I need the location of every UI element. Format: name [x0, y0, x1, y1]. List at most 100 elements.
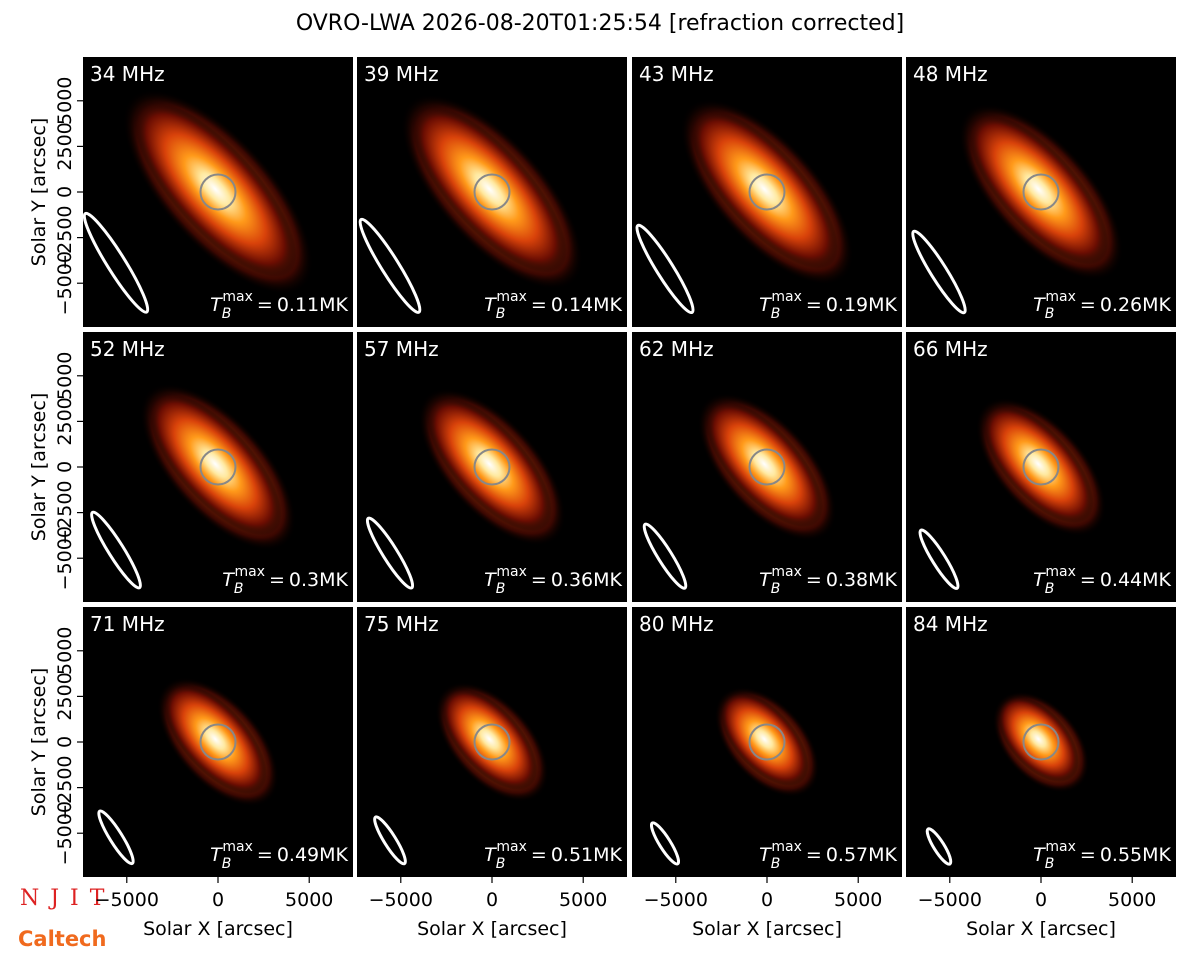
beam — [925, 827, 953, 866]
y-tick-label: −2500 — [54, 205, 76, 269]
beam — [358, 217, 422, 314]
x-tick-label: 0 — [212, 889, 224, 911]
panel — [358, 94, 583, 314]
x-tick-label: 5000 — [834, 889, 882, 911]
tb-eq: = — [257, 844, 273, 866]
y-tick-label: −2500 — [54, 480, 76, 544]
frequency-label: 34 MHz — [90, 62, 165, 86]
chart-title: OVRO-LWA 2026-08-20T01:25:54 [refraction… — [296, 11, 904, 36]
tb-label: TBmax = 0.51MK — [484, 839, 622, 872]
tb-sub: B — [222, 306, 232, 322]
x-tick-label: 0 — [761, 889, 773, 911]
x-tick-label: 5000 — [1108, 889, 1156, 911]
tb-label: TBmax = 0.44MK — [1033, 564, 1171, 597]
panel — [911, 103, 1124, 315]
frequency-label: 75 MHz — [364, 612, 439, 636]
frequency-label: 57 MHz — [364, 337, 439, 361]
x-axis-label: Solar X [arcsec] — [143, 918, 293, 940]
frequency-label: 62 MHz — [639, 337, 714, 361]
x-tick-label: −5000 — [95, 889, 159, 911]
solar-disk — [1022, 173, 1060, 211]
emission — [968, 113, 1109, 265]
tb-value: 0.11MK — [277, 294, 349, 316]
tb-sup: max — [222, 289, 253, 305]
frequency-label: 66 MHz — [913, 337, 988, 361]
tb-eq: = — [531, 844, 547, 866]
tb-sub: B — [1045, 581, 1055, 597]
tb-label: TBmax = 0.3MK — [222, 564, 348, 597]
tb-sub: B — [1045, 856, 1055, 872]
solar-disk — [199, 448, 237, 486]
x-tick-label: 5000 — [559, 889, 607, 911]
tb-symbol: T — [222, 569, 235, 591]
caltech-logo: Caltech — [18, 927, 106, 951]
emission — [426, 396, 552, 532]
panel — [90, 383, 297, 590]
emission — [997, 696, 1079, 782]
frequency-label: 84 MHz — [913, 612, 988, 636]
tb-symbol: T — [484, 569, 497, 591]
tb-sub: B — [234, 581, 244, 597]
x-tick-label: −5000 — [644, 889, 708, 911]
solar-disk — [748, 448, 786, 486]
tb-symbol: T — [1033, 844, 1046, 866]
tb-sup: max — [771, 839, 802, 855]
solar-disk — [199, 173, 237, 211]
tb-eq: = — [806, 569, 822, 591]
tb-symbol: T — [759, 569, 772, 591]
beam — [97, 809, 135, 866]
tb-label: TBmax = 0.49MK — [210, 839, 348, 872]
tb-value: 0.3MK — [289, 569, 349, 591]
solar-disk — [473, 448, 511, 486]
tb-symbol: T — [1033, 569, 1046, 591]
tb-label: TBmax = 0.55MK — [1033, 839, 1171, 872]
tb-value: 0.49MK — [277, 844, 349, 866]
x-axis-label: Solar X [arcsec] — [966, 918, 1116, 940]
panel — [83, 89, 314, 314]
emission — [411, 105, 567, 273]
tb-label: TBmax = 0.26MK — [1033, 289, 1171, 322]
x-tick-label: 0 — [486, 889, 498, 911]
solar-disk — [1022, 448, 1060, 486]
tb-symbol: T — [1033, 294, 1046, 316]
tb-eq: = — [531, 569, 547, 591]
beam — [649, 821, 681, 866]
x-tick-label: −5000 — [918, 889, 982, 911]
panel — [365, 388, 566, 590]
y-tick-label: 2500 — [54, 397, 76, 445]
y-tick-label: −5000 — [54, 526, 76, 590]
tb-symbol: T — [210, 844, 223, 866]
y-tick-label: 0 — [54, 736, 76, 748]
panel — [373, 682, 549, 866]
tb-sup: max — [771, 289, 802, 305]
emission — [149, 392, 282, 536]
tb-label: TBmax = 0.57MK — [759, 839, 897, 872]
panel — [918, 397, 1107, 590]
tb-value: 0.38MK — [826, 569, 898, 591]
tb-value: 0.19MK — [826, 294, 898, 316]
tb-eq: = — [269, 569, 285, 591]
tb-sub: B — [222, 856, 232, 872]
tb-symbol: T — [210, 294, 223, 316]
beam — [635, 223, 695, 315]
y-tick-label: 0 — [54, 186, 76, 198]
tb-sup: max — [1045, 564, 1076, 580]
beam — [373, 815, 407, 866]
frequency-label: 80 MHz — [639, 612, 714, 636]
y-tick-label: 0 — [54, 461, 76, 473]
y-tick-label: −5000 — [54, 801, 76, 865]
tb-sup: max — [496, 839, 527, 855]
y-axis-label: Solar Y [arcsec] — [28, 118, 50, 266]
tb-symbol: T — [759, 294, 772, 316]
tb-value: 0.51MK — [551, 844, 623, 866]
tb-sub: B — [496, 581, 506, 597]
tb-symbol: T — [759, 844, 772, 866]
y-tick-label: 5000 — [54, 77, 76, 125]
tb-symbol: T — [484, 844, 497, 866]
solar-disk — [473, 173, 511, 211]
njit-logo: N J I T — [20, 886, 106, 911]
tb-sup: max — [1045, 289, 1076, 305]
tb-label: TBmax = 0.11MK — [210, 289, 348, 322]
tb-label: TBmax = 0.38MK — [759, 564, 897, 597]
tb-sub: B — [771, 581, 781, 597]
